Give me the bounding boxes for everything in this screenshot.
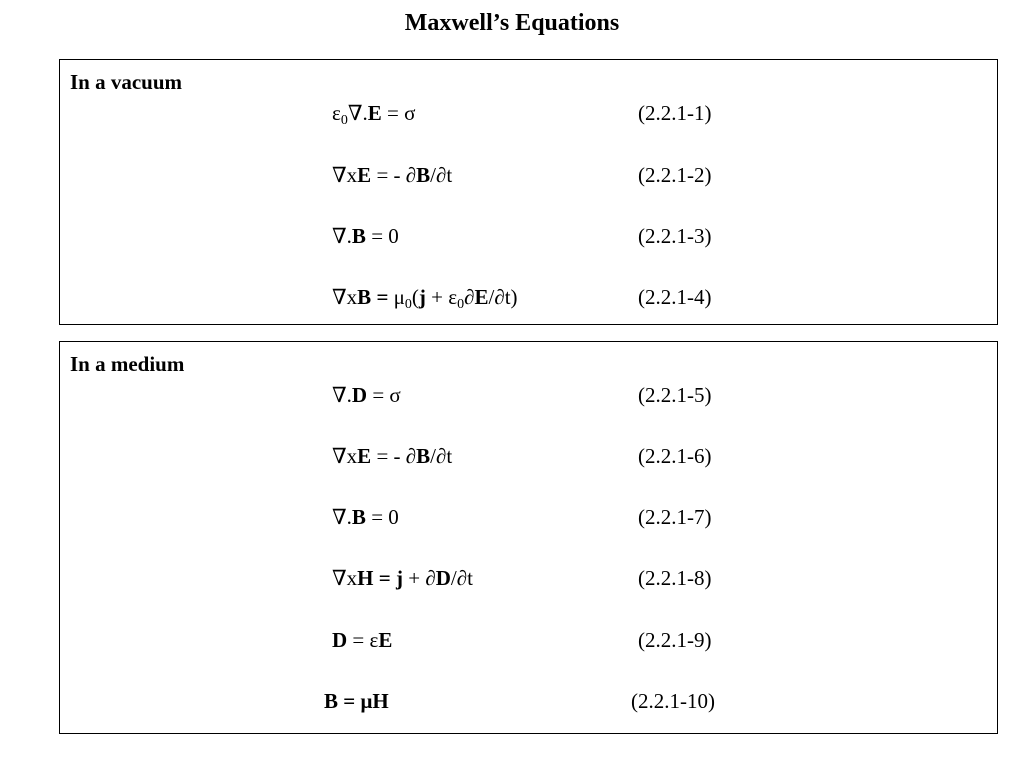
equation-no-monopoles: ∇.B = 0: [332, 224, 399, 248]
equation-row: ∇xH = j + ∂D/∂t (2.2.1-8): [60, 563, 997, 593]
equation-row: ∇.B = 0 (2.2.1-3): [60, 221, 997, 251]
equation-displacement-field: D = εE: [332, 628, 393, 652]
equation-row: ∇xE = - ∂B/∂t (2.2.1-6): [60, 441, 997, 471]
equation-row: ∇.B = 0 (2.2.1-7): [60, 502, 997, 532]
equation-row: ∇.D = σ (2.2.1-5): [60, 380, 997, 410]
equation-number: (2.2.1-7): [638, 505, 712, 529]
equation-number: (2.2.1-3): [638, 224, 712, 248]
equation-ampere-law: ∇xB = μ0(j + ε0∂E/∂t): [332, 285, 518, 312]
equation-number: (2.2.1-8): [638, 566, 712, 590]
equation-number: (2.2.1-1): [638, 101, 712, 125]
equation-row: ∇xB = μ0(j + ε0∂E/∂t) (2.2.1-4): [60, 282, 997, 312]
equation-number: (2.2.1-6): [638, 444, 712, 468]
equation-row: ∇xE = - ∂B/∂t (2.2.1-2): [60, 160, 997, 190]
equation-number: (2.2.1-10): [631, 689, 715, 713]
equation-gauss-law-medium: ∇.D = σ: [332, 383, 401, 407]
equation-number: (2.2.1-9): [638, 628, 712, 652]
equation-row: B = μH (2.2.1-10): [60, 686, 997, 716]
equation-gauss-law: ε0∇.E = σ: [332, 101, 416, 128]
section-heading-vacuum: In a vacuum: [70, 70, 183, 94]
equation-magnetic-field: B = μH: [324, 689, 389, 713]
medium-equations-box: In a medium ∇.D = σ (2.2.1-5) ∇xE = - ∂B…: [59, 341, 998, 734]
equation-no-monopoles-medium: ∇.B = 0: [332, 505, 399, 529]
equation-number: (2.2.1-5): [638, 383, 712, 407]
equation-faraday-law: ∇xE = - ∂B/∂t: [332, 163, 453, 187]
section-heading-medium: In a medium: [70, 352, 185, 376]
equation-row: ε0∇.E = σ (2.2.1-1): [60, 98, 997, 128]
equation-number: (2.2.1-2): [638, 163, 712, 187]
equation-number: (2.2.1-4): [638, 285, 712, 309]
equation-ampere-law-medium: ∇xH = j + ∂D/∂t: [332, 566, 473, 590]
vacuum-equations-box: In a vacuum ε0∇.E = σ (2.2.1-1) ∇xE = - …: [59, 59, 998, 325]
equation-faraday-law-medium: ∇xE = - ∂B/∂t: [332, 444, 453, 468]
page-title: Maxwell’s Equations: [404, 10, 620, 36]
equation-row: D = εE (2.2.1-9): [60, 625, 997, 655]
